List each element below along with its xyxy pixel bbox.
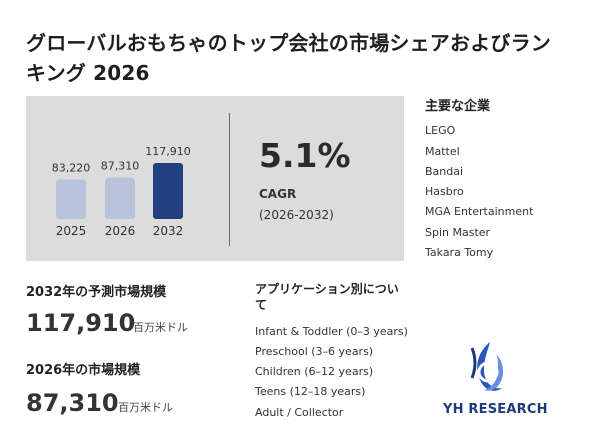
application-item: Infant & Toddler (0–3 years) xyxy=(255,325,408,338)
logo-text: YH RESEARCH xyxy=(443,402,548,417)
cagr-label: CAGR xyxy=(259,187,297,201)
cagr-range: (2026-2032) xyxy=(259,208,334,222)
panel-divider xyxy=(229,113,230,246)
current-value: 87,310 xyxy=(26,389,119,417)
cagr-value: 5.1% xyxy=(259,136,351,175)
forecast-unit: 百万米ドル xyxy=(133,321,188,334)
applications-title: アプリケーション別について xyxy=(255,282,399,312)
company-item: Hasbro xyxy=(425,185,464,198)
company-item: MGA Entertainment xyxy=(425,205,534,218)
application-item: Adult / Collector xyxy=(255,406,344,419)
forecast-heading: 2032年の予測市場規模 xyxy=(26,285,167,300)
page-title: グローバルおもちゃのトップ会社の市場シェアおよびランキング 2026 xyxy=(26,31,551,85)
company-item: Takara Tomy xyxy=(425,246,494,259)
companies-title: 主要な企業 xyxy=(425,99,491,114)
application-item: Teens (12–18 years) xyxy=(255,385,366,398)
application-item: Preschool (3–6 years) xyxy=(255,345,374,358)
application-item: Children (6–12 years) xyxy=(255,365,374,378)
forecast-value: 117,910 xyxy=(26,309,136,337)
current-unit: 百万米ドル xyxy=(118,401,173,414)
yh-research-logo-icon xyxy=(470,342,504,391)
company-item: LEGO xyxy=(425,124,456,137)
current-heading: 2026年の市場規模 xyxy=(26,363,141,378)
company-item: Bandai xyxy=(425,165,464,178)
summary-panel xyxy=(26,96,404,261)
company-item: Spin Master xyxy=(425,226,491,239)
company-item: Mattel xyxy=(425,145,460,158)
